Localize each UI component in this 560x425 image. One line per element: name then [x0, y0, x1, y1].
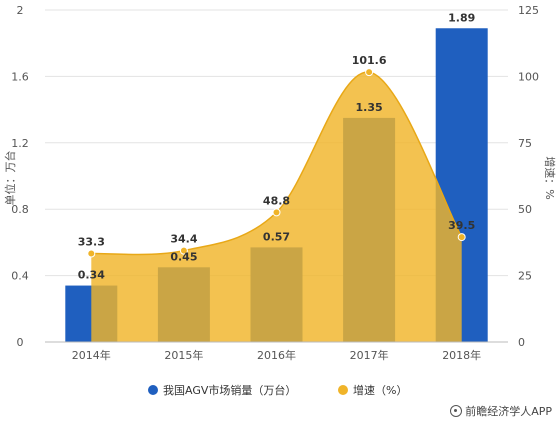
left-axis-label: 单位：万台	[3, 151, 17, 206]
growth-line	[91, 71, 463, 256]
growth-point	[272, 208, 281, 217]
growth-value-label: 39.5	[448, 219, 475, 232]
y-tick-label: 0.4	[11, 270, 29, 283]
source-attribution: 前瞻经济学人APP	[450, 403, 552, 419]
growth-point	[457, 233, 466, 242]
x-tick-label: 2018年	[442, 348, 481, 362]
bar-value-label: 0.45	[170, 250, 197, 263]
x-tick-label: 2015年	[164, 348, 203, 362]
y2-tick-label: 25	[518, 270, 532, 283]
x-tick-label: 2014年	[72, 348, 111, 362]
growth-value-label: 34.4	[170, 233, 197, 246]
y2-tick-label: 125	[518, 4, 539, 17]
area-series	[87, 68, 466, 343]
legend-label-sales: 我国AGV市场销量（万台）	[163, 383, 296, 397]
growth-value-label: 33.3	[78, 236, 105, 249]
y2-tick-label: 100	[518, 70, 539, 83]
right-axis-label: 增速：%	[543, 156, 557, 199]
growth-point	[87, 249, 96, 258]
growth-area	[91, 72, 462, 343]
bar-value-label: 0.34	[78, 269, 105, 282]
growth-point	[365, 68, 374, 77]
y-tick-label: 2	[17, 4, 24, 17]
legend-marker-growth	[338, 385, 348, 395]
growth-point	[179, 246, 188, 255]
legend: 我国AGV市场销量（万台） 增速（%）	[148, 383, 407, 397]
y2-tick-label: 75	[518, 137, 532, 150]
growth-value-label: 48.8	[263, 194, 290, 207]
data-labels: 0.34 0.45 0.57 1.35 1.89 33.3 34.4 48.8 101.6 39.…	[78, 11, 476, 281]
legend-label-growth: 增速（%）	[353, 383, 407, 397]
x-tick-label: 2017年	[350, 348, 389, 362]
y2-tick-label: 0	[518, 336, 525, 349]
y-tick-label: 1.2	[11, 137, 29, 150]
source-logo-icon	[450, 405, 463, 417]
x-tick-label: 2016年	[257, 348, 296, 362]
y-tick-label: 1.6	[11, 70, 29, 83]
bar-value-label: 1.89	[448, 11, 475, 24]
source-text: 前瞻经济学人APP	[465, 405, 552, 418]
bar-value-label: 0.57	[263, 230, 290, 243]
legend-marker-sales	[148, 385, 158, 395]
y-tick-label: 0.8	[11, 203, 29, 216]
y-tick-label: 0	[17, 336, 24, 349]
growth-value-label: 101.6	[352, 54, 387, 67]
axes: 0 0 0.4 25 0.8 50 1.2 75 1.6 100 2 125 2014年 2015年 201…	[11, 4, 539, 362]
y2-tick-label: 50	[518, 203, 532, 216]
bar-value-label: 1.35	[356, 101, 383, 114]
